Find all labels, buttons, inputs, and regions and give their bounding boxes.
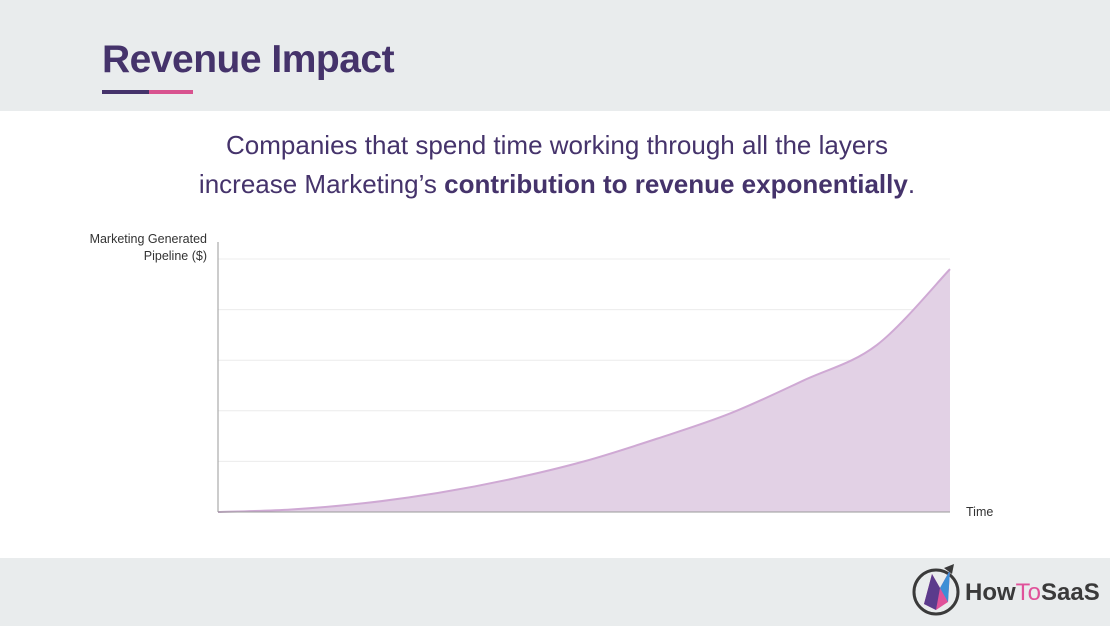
- footer-band: [0, 558, 1110, 626]
- subtitle-line-2: increase Marketing’s contribution to rev…: [120, 165, 994, 204]
- logo-wordmark: HowToSaaS: [965, 578, 1100, 608]
- y-axis-label-line-2: Pipeline ($): [144, 249, 207, 263]
- slide-title: Revenue Impact: [102, 38, 395, 81]
- logo-word-saas: SaaS: [1041, 579, 1100, 606]
- logo-word-how: How: [965, 579, 1016, 606]
- title-underline-dark: [102, 90, 149, 94]
- pipeline-area: [218, 269, 950, 512]
- logo-word-to: To: [1015, 579, 1042, 606]
- slide-subtitle: Companies that spend time working throug…: [120, 126, 994, 204]
- pipeline-chart: Marketing Generated Pipeline ($) Time: [90, 232, 994, 519]
- title-underline-pink: [149, 90, 193, 94]
- subtitle-line-2-bold: contribution to revenue exponentially: [444, 169, 908, 199]
- subtitle-line-2-plain: increase Marketing’s: [198, 169, 445, 199]
- subtitle-line-1: Companies that spend time working throug…: [226, 130, 888, 160]
- y-axis-label-line-1: Marketing Generated: [90, 232, 207, 246]
- howtosaas-logo-icon: [912, 564, 960, 616]
- subtitle-line-2-end: .: [907, 169, 916, 199]
- pipeline-line: [217, 268, 951, 513]
- x-axis-label: Time: [966, 505, 993, 519]
